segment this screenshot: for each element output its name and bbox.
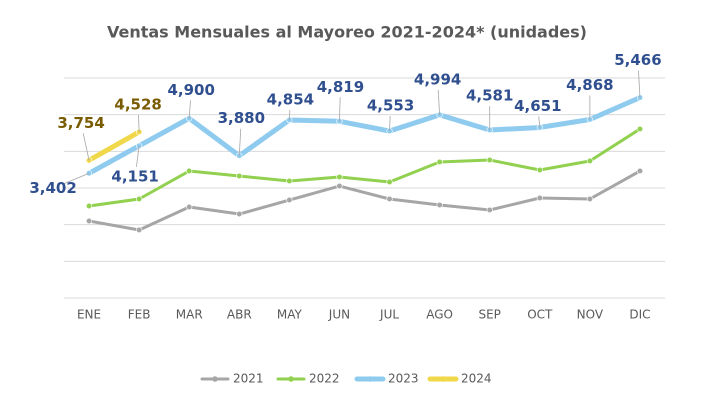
series-line: [87, 127, 642, 208]
x-tick-label: OCT: [527, 308, 553, 322]
marker: [236, 210, 243, 218]
x-tick-label: ENE: [77, 308, 101, 322]
marker: [236, 172, 243, 180]
data-label: 4,553: [367, 97, 414, 115]
marker: [536, 194, 543, 202]
marker: [536, 166, 543, 174]
marker: [636, 167, 644, 175]
data-label: 4,581: [466, 87, 513, 105]
x-tick-label: ABR: [227, 308, 252, 322]
leader-line: [136, 145, 140, 167]
marker: [85, 202, 93, 210]
marker: [286, 177, 293, 185]
marker: [336, 173, 343, 181]
data-label: 4,819: [317, 78, 364, 96]
leader-line: [188, 100, 191, 119]
legend-label: 2021: [233, 372, 264, 386]
legend-marker: [288, 376, 294, 382]
data-label: 4,868: [566, 76, 613, 94]
x-tick-label: JUL: [379, 308, 399, 322]
data-label: 4,528: [114, 95, 161, 113]
series-line: [86, 95, 643, 176]
leader-line: [389, 116, 391, 132]
legend-label: 2024: [461, 372, 492, 386]
data-label: 4,994: [414, 70, 461, 88]
leader-line: [538, 116, 541, 128]
x-tick-label: MAY: [277, 308, 303, 322]
x-tick-label: DIC: [629, 308, 650, 322]
marker: [636, 125, 644, 133]
data-label: 3,402: [29, 179, 76, 197]
marker: [486, 156, 493, 164]
data-label: 3,754: [57, 114, 104, 132]
leader-line: [138, 114, 140, 132]
marker: [136, 226, 143, 234]
marker: [436, 158, 443, 166]
marker: [286, 196, 293, 204]
marker: [85, 217, 93, 225]
legend-marker: [440, 376, 446, 382]
x-tick-label: SEP: [478, 308, 500, 322]
marker: [436, 201, 443, 209]
marker: [186, 203, 193, 211]
data-label: 4,651: [514, 97, 561, 115]
series-line: [86, 129, 142, 163]
x-tick-label: FEB: [128, 308, 151, 322]
legend-marker: [212, 376, 218, 382]
data-label: 4,151: [111, 167, 158, 185]
data-label: 3,880: [218, 109, 265, 127]
marker: [386, 178, 393, 186]
leader-line: [437, 89, 441, 115]
series-line: [87, 169, 642, 232]
legend-label: 2022: [309, 372, 340, 386]
leader-line: [82, 133, 90, 161]
leader-line: [238, 128, 242, 156]
leader-line: [288, 109, 291, 121]
marker: [386, 195, 393, 203]
marker: [486, 206, 493, 214]
leader-line: [638, 70, 641, 98]
marker: [136, 195, 143, 203]
leader-line: [339, 97, 341, 122]
x-tick-label: NOV: [577, 308, 604, 322]
marker: [586, 157, 593, 165]
legend-marker: [367, 376, 373, 382]
marker: [336, 182, 343, 190]
x-tick-label: MAR: [176, 308, 203, 322]
legend-label: 2023: [388, 372, 419, 386]
x-tick-label: AGO: [426, 308, 453, 322]
data-label: 5,466: [614, 51, 661, 69]
leader-line: [62, 172, 90, 185]
chart-title: Ventas Mensuales al Mayoreo 2021-2024* (…: [107, 23, 587, 42]
marker: [186, 167, 193, 175]
data-label: 4,900: [167, 81, 214, 99]
marker: [586, 195, 593, 203]
x-tick-label: JUN: [328, 308, 350, 322]
data-label: 4,854: [267, 91, 314, 109]
